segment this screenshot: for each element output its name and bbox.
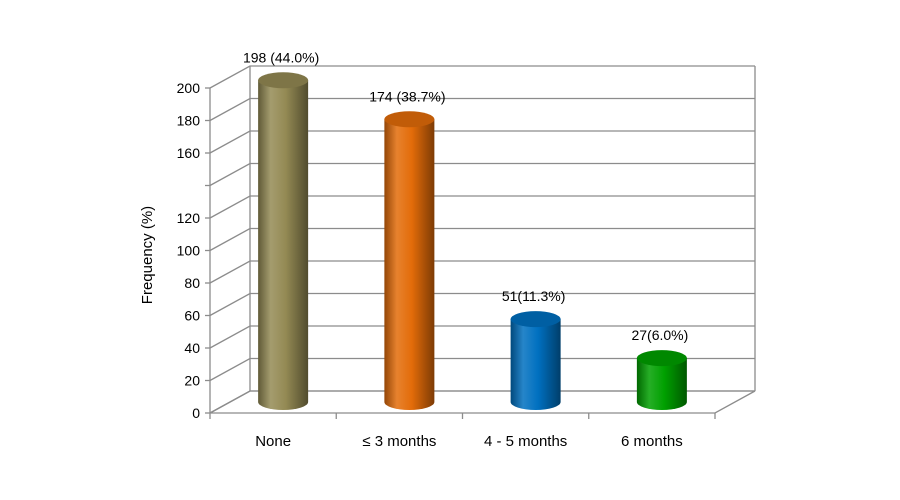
bar-body	[258, 80, 309, 410]
chart-bars	[258, 72, 687, 410]
bar	[510, 311, 561, 410]
data-label: 198 (44.0%)	[243, 49, 319, 65]
y-axis-label: Frequency (%)	[139, 206, 156, 304]
bar-top	[258, 72, 309, 89]
y-tick-label: 20	[184, 373, 200, 389]
bar-top	[636, 350, 687, 367]
bar-top	[384, 111, 435, 128]
chart-floor	[209, 390, 756, 414]
chart-labels: 0 20 40 60 80 100 120 160 180 200 198 (44.0%) None 1…	[177, 49, 689, 450]
x-tick-label: None	[255, 433, 291, 450]
bar	[636, 350, 687, 410]
bar-body	[510, 319, 561, 410]
x-tick-label: 6 months	[621, 433, 683, 450]
y-tick-label: 40	[184, 340, 200, 356]
data-label: 27(6.0%)	[631, 327, 688, 343]
bar	[384, 111, 435, 410]
x-tick-label: ≤ 3 months	[362, 433, 436, 450]
y-tick-label: 80	[184, 275, 200, 291]
y-tick-label: 200	[177, 80, 201, 96]
data-label: 174 (38.7%)	[369, 88, 445, 104]
bar-body	[384, 119, 435, 410]
y-tick-label: 100	[177, 243, 201, 259]
bar-body	[636, 358, 687, 410]
chart-axes	[205, 87, 756, 419]
bar	[258, 72, 309, 410]
bar-top	[510, 311, 561, 328]
x-tick-label: 4 - 5 months	[484, 433, 567, 450]
data-label: 51(11.3%)	[502, 288, 566, 304]
y-tick-label: 0	[192, 405, 200, 421]
y-tick-label: 160	[177, 145, 201, 161]
chart-grid	[209, 65, 756, 414]
y-tick-label: 60	[184, 308, 200, 324]
y-tick-label: 120	[177, 210, 201, 226]
y-tick-label: 180	[177, 113, 201, 129]
